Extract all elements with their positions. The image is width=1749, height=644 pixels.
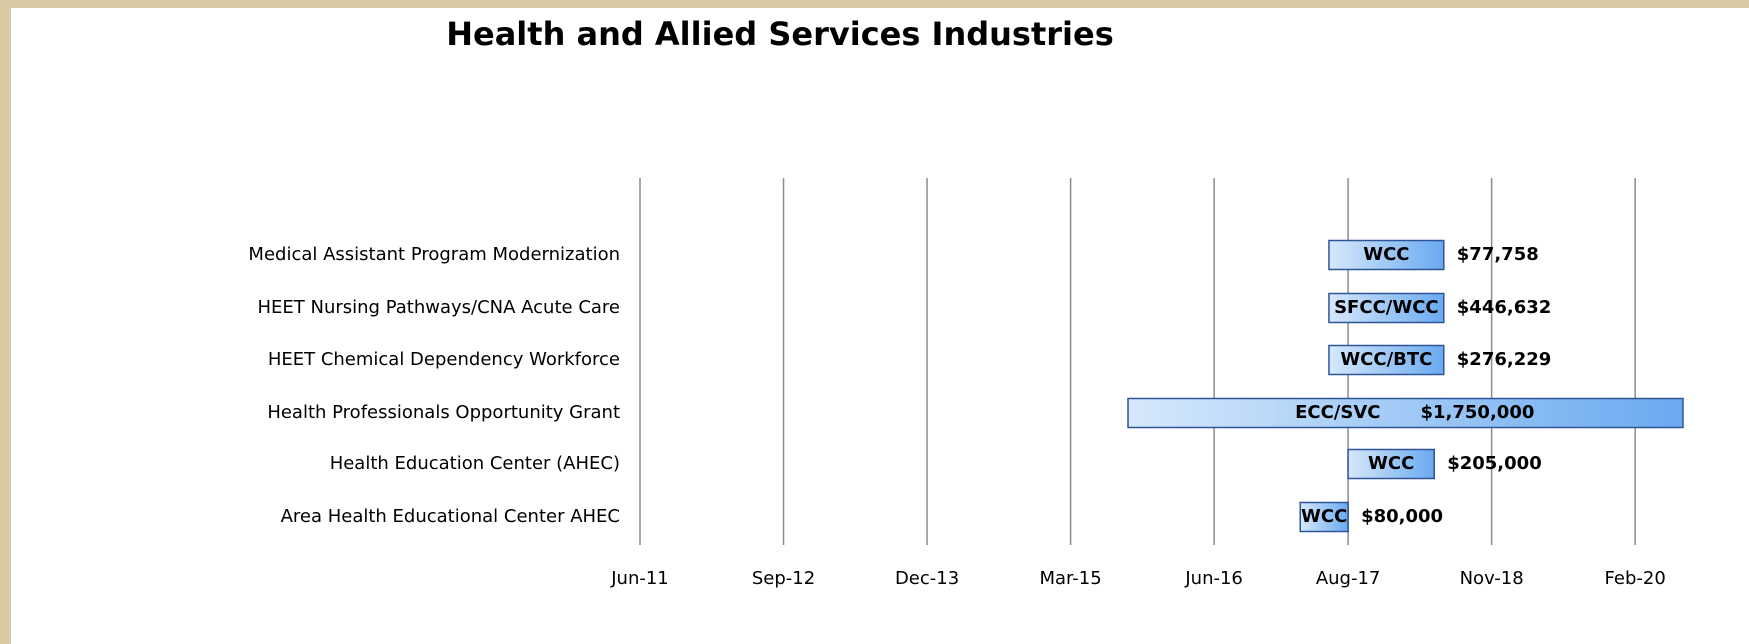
- bar: [1328, 292, 1445, 324]
- value-label: $446,632: [1457, 297, 1552, 318]
- value-label: $205,000: [1447, 453, 1542, 474]
- bar-label: WCC: [1363, 244, 1409, 265]
- bar: [1328, 239, 1445, 271]
- x-tick-label: Mar-15: [1039, 568, 1101, 589]
- chart-title: Health and Allied Services Industries: [446, 15, 1114, 53]
- category-label: Health Professionals Opportunity Grant: [267, 402, 620, 423]
- x-tick-label: Dec-13: [895, 568, 959, 589]
- bar-label: ECC/SVC: [1295, 402, 1380, 423]
- category-label: Area Health Educational Center AHEC: [281, 506, 620, 527]
- category-label: HEET Nursing Pathways/CNA Acute Care: [258, 297, 621, 318]
- category-label: HEET Chemical Dependency Workforce: [268, 349, 620, 370]
- x-tick-label: Sep-12: [752, 568, 815, 589]
- bar: [1347, 448, 1435, 480]
- chart: Health and Allied Services Industries Ju…: [11, 8, 1749, 644]
- bar: [1328, 344, 1445, 376]
- bar: [1127, 397, 1684, 429]
- value-label: $1,750,000: [1421, 402, 1535, 423]
- x-tick-label: Feb-20: [1605, 568, 1666, 589]
- value-label: $77,758: [1457, 244, 1539, 265]
- bar-label: SFCC/WCC: [1334, 297, 1439, 318]
- x-tick-label: Jun-16: [1184, 568, 1243, 589]
- bar-label: WCC: [1368, 453, 1414, 474]
- value-label: $276,229: [1457, 349, 1552, 370]
- bar-label: WCC/BTC: [1340, 349, 1432, 370]
- x-tick-label: Aug-17: [1316, 568, 1381, 589]
- bar-label: WCC: [1301, 506, 1347, 527]
- bar: [1299, 501, 1349, 533]
- value-label: $80,000: [1361, 506, 1443, 527]
- x-tick-label: Jun-11: [610, 568, 669, 589]
- category-label: Health Education Center (AHEC): [330, 453, 620, 474]
- category-label: Medical Assistant Program Modernization: [248, 244, 620, 265]
- x-tick-label: Nov-18: [1460, 568, 1524, 589]
